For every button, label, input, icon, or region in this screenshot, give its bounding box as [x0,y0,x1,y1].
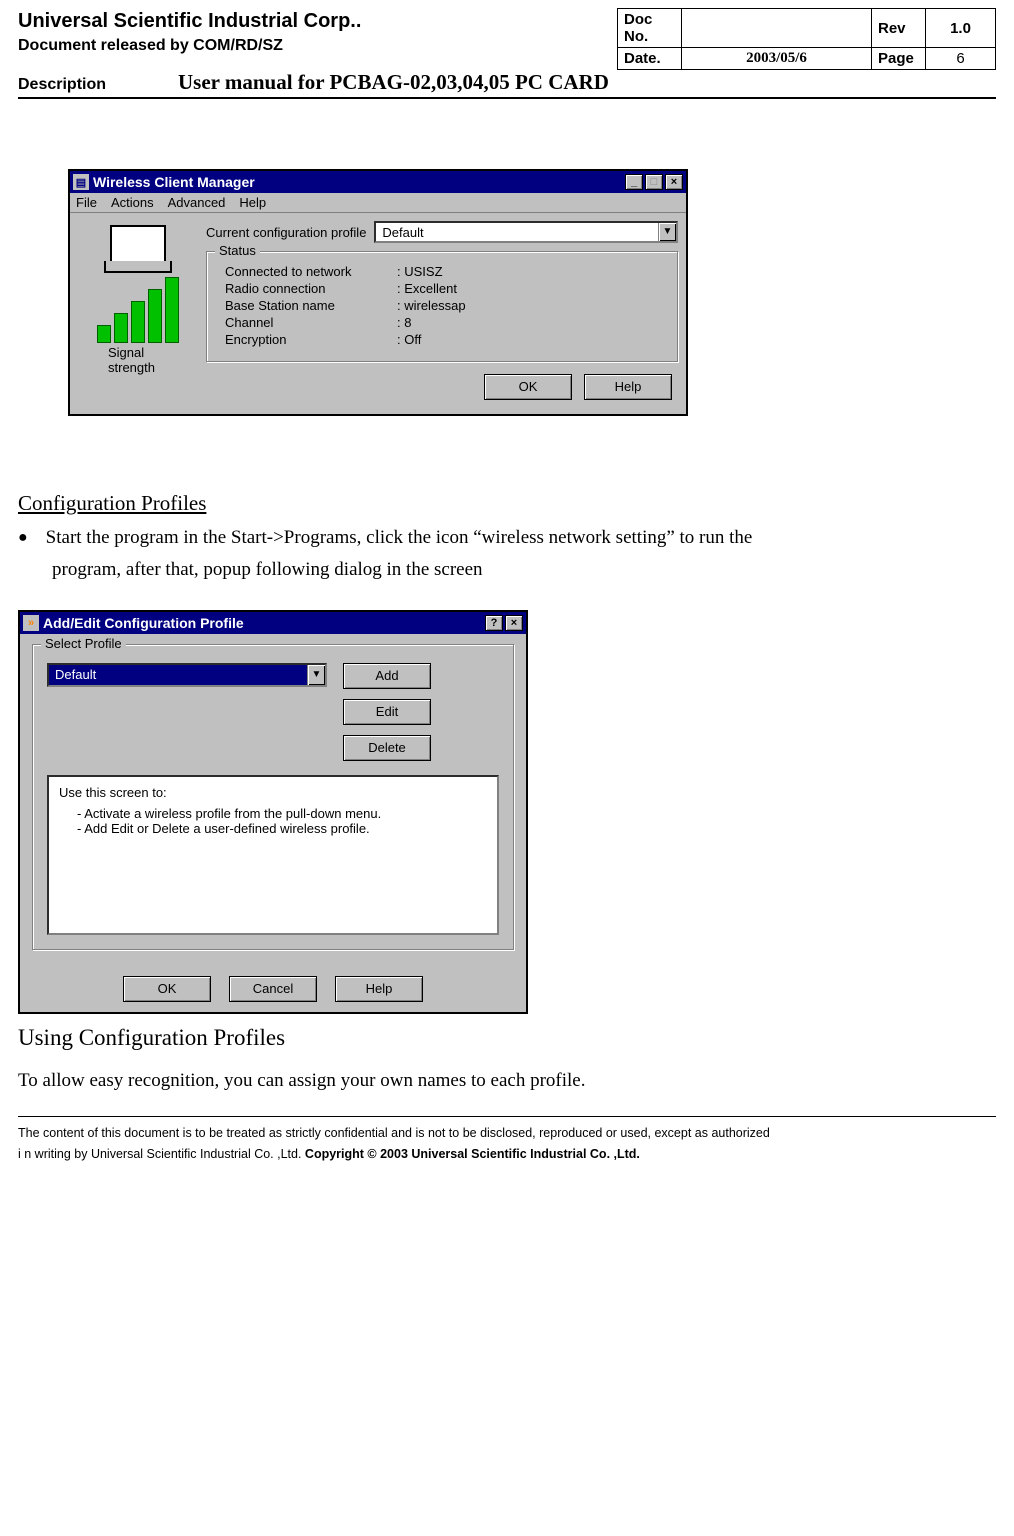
page-value: 6 [926,48,996,70]
signal-strength-label: Signal strength [108,345,168,375]
radio-label: Radio connection [221,281,391,296]
released-by: Document released by COM/RD/SZ [18,35,617,57]
encryption-label: Encryption [221,332,391,347]
page-label: Page [872,48,926,70]
docno-value [682,9,872,48]
profile-select-value: Default [49,665,307,685]
bs-value: : wirelessap [393,298,470,313]
select-profile-groupbox: Select Profile Default ▼ Add Edit Delete… [32,644,514,950]
signal-bar [165,277,179,343]
edit-button[interactable]: Edit [343,699,431,725]
close-button[interactable]: × [505,615,523,631]
signal-bar [148,289,162,343]
channel-label: Channel [221,315,391,330]
signal-strength-bars [97,273,179,343]
table-row: Base Station name : wirelessap [221,298,470,313]
window-title: Wireless Client Manager [93,174,255,190]
use-line-1: Activate a wireless profile from the pul… [77,806,487,821]
signal-bar [114,313,128,343]
bs-label: Base Station name [221,298,391,313]
page-footer: The content of this document is to be tr… [18,1116,996,1166]
date-value: 2003/05/6 [682,48,872,70]
bullet-text-line2: program, after that, popup following dia… [18,554,996,586]
minimize-button[interactable]: _ [625,174,643,190]
titlebar[interactable]: » Add/Edit Configuration Profile ? × [20,612,526,634]
use-screen-title: Use this screen to: [59,785,487,800]
bullet-icon: ● [18,522,28,554]
footer-line1: The content of this document is to be tr… [18,1123,996,1144]
add-button[interactable]: Add [343,663,431,689]
app-icon: » [23,615,39,631]
encryption-value: : Off [393,332,470,347]
menu-file[interactable]: File [76,195,97,210]
status-groupbox: Status Connected to network : USISZ Radi… [206,251,678,362]
help-context-button[interactable]: ? [485,615,503,631]
table-row: Doc No. Rev 1.0 [618,9,996,48]
maximize-button[interactable]: □ [645,174,663,190]
connected-value: : USISZ [393,264,470,279]
connected-label: Connected to network [221,264,391,279]
config-profiles-heading: Configuration Profiles [18,486,996,522]
window-add-edit-config-profile: » Add/Edit Configuration Profile ? × Sel… [18,610,528,1014]
docno-label: Doc No. [618,9,682,48]
select-profile-legend: Select Profile [41,636,126,651]
window-wireless-client-manager: ▤ Wireless Client Manager _ □ × File Act… [68,169,688,416]
footer-line2a: i n writing by Universal Scientific Indu… [18,1147,305,1161]
table-row: Radio connection : Excellent [221,281,470,296]
profile-select-combo[interactable]: Default ▼ [47,663,327,687]
table-row: Channel : 8 [221,315,470,330]
date-label: Date. [618,48,682,70]
profile-combo-value: Default [376,223,658,241]
rev-value: 1.0 [926,9,996,48]
chevron-down-icon[interactable]: ▼ [658,223,676,241]
table-row: Connected to network : USISZ [221,264,470,279]
header-meta-table: Doc No. Rev 1.0 Date. 2003/05/6 Page 6 [617,8,996,70]
profile-combo[interactable]: Default ▼ [374,221,678,243]
ok-button[interactable]: OK [484,374,572,400]
delete-button[interactable]: Delete [343,735,431,761]
signal-bar [97,325,111,343]
menu-help[interactable]: Help [239,195,266,210]
using-config-profiles-text: To allow easy recognition, you can assig… [18,1065,996,1097]
laptop-icon [110,225,166,265]
help-button[interactable]: Help [335,976,423,1002]
channel-value: : 8 [393,315,470,330]
ok-button[interactable]: OK [123,976,211,1002]
footer-copyright: Copyright © 2003 Universal Scientific In… [305,1147,640,1161]
cancel-button[interactable]: Cancel [229,976,317,1002]
menubar: File Actions Advanced Help [70,193,686,213]
current-profile-label: Current configuration profile [206,225,366,240]
radio-value: : Excellent [393,281,470,296]
using-config-profiles-heading: Using Configuration Profiles [18,1018,996,1057]
close-button[interactable]: × [665,174,683,190]
menu-advanced[interactable]: Advanced [168,195,226,210]
status-legend: Status [215,243,260,258]
description-label: Description [18,76,178,94]
chevron-down-icon[interactable]: ▼ [307,665,325,685]
description-text: User manual for PCBAG-02,03,04,05 PC CAR… [178,70,609,95]
rev-label: Rev [872,9,926,48]
corp-name: Universal Scientific Industrial Corp.. [18,8,617,35]
use-screen-box: Use this screen to: Activate a wireless … [47,775,499,935]
titlebar[interactable]: ▤ Wireless Client Manager _ □ × [70,171,686,193]
menu-actions[interactable]: Actions [111,195,154,210]
table-row: Encryption : Off [221,332,470,347]
help-button[interactable]: Help [584,374,672,400]
bullet-text-line1: Start the program in the Start->Programs… [46,522,753,554]
window-title: Add/Edit Configuration Profile [43,615,244,631]
table-row: Date. 2003/05/6 Page 6 [618,48,996,70]
use-line-2: Add Edit or Delete a user-defined wirele… [77,821,487,836]
app-icon: ▤ [73,174,89,190]
signal-bar [131,301,145,343]
